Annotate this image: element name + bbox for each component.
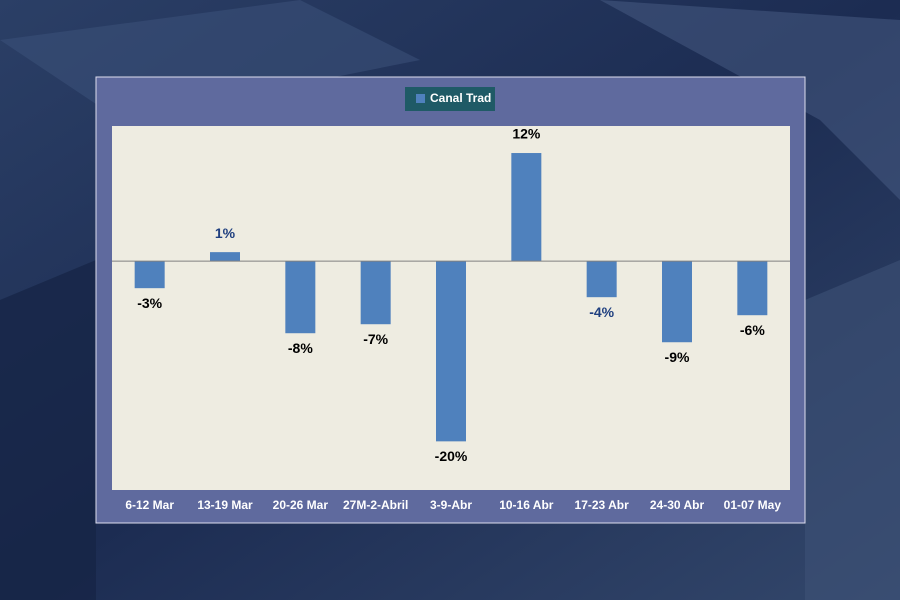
value-label: -7% (363, 331, 388, 347)
background-shape (805, 260, 900, 600)
bar (285, 261, 316, 334)
value-label: -20% (435, 448, 468, 464)
bar (662, 261, 692, 343)
x-tick-label: 24-30 Abr (650, 498, 705, 512)
x-tick-label: 6-12 Mar (125, 498, 174, 512)
x-tick-label: 27M-2-Abril (343, 498, 408, 512)
bar (586, 261, 617, 298)
value-label: -9% (665, 349, 690, 365)
bar (134, 261, 165, 289)
background-shape (600, 0, 900, 200)
value-label: 12% (512, 126, 541, 142)
bar (360, 261, 391, 325)
x-tick-label: 01-07 May (724, 498, 782, 512)
x-tick-label: 3-9-Abr (430, 498, 472, 512)
legend-swatch (416, 94, 425, 103)
legend-label: Canal Trad (430, 91, 491, 105)
bar (436, 261, 466, 442)
value-label: -6% (740, 322, 765, 338)
value-label: -8% (288, 340, 313, 356)
x-tick-label: 20-26 Mar (273, 498, 329, 512)
background-shape (0, 260, 96, 600)
bar (210, 252, 240, 262)
value-label: -4% (589, 304, 614, 320)
value-label: 1% (215, 225, 236, 241)
x-tick-label: 17-23 Abr (575, 498, 630, 512)
x-tick-label: 13-19 Mar (197, 498, 253, 512)
value-label: -3% (137, 295, 162, 311)
bar (737, 261, 768, 316)
x-tick-label: 10-16 Abr (499, 498, 554, 512)
bar (511, 153, 542, 262)
